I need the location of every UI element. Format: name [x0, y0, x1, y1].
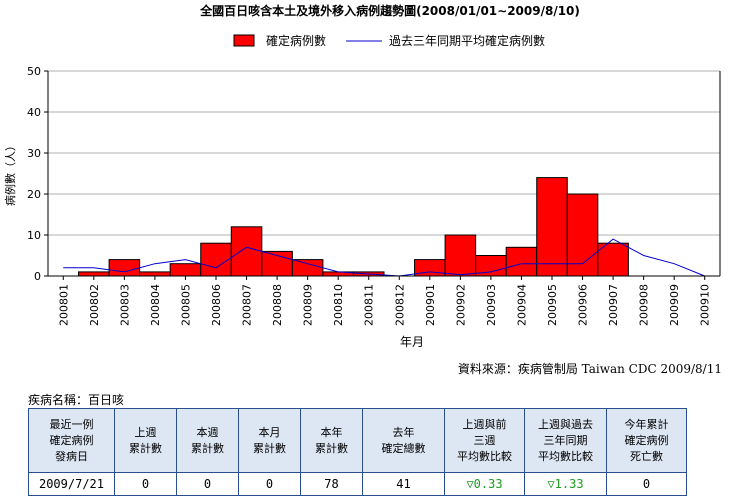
value-deaths-this-year: 0	[606, 472, 687, 496]
value-this-year-count: 78	[300, 472, 363, 496]
header-this-week-count: 本週 累計數	[176, 408, 239, 473]
x-tick-label: 200807	[241, 284, 254, 326]
axes	[47, 71, 721, 277]
header-latest-onset-date: 最近一例 確定病例 發病日	[28, 408, 115, 473]
x-tick-label: 200812	[393, 284, 406, 326]
x-tick-label: 200910	[699, 284, 712, 326]
x-tick-label: 200801	[57, 284, 70, 326]
bar	[230, 226, 263, 277]
x-tick-labels: 200801 200802 200803 200804 200805 200806 2008…	[57, 276, 712, 326]
header-deaths-this-year: 今年累計 確定病例 死亡數	[606, 408, 687, 473]
y-tick-label: 10	[27, 229, 41, 242]
y-tick-label: 20	[27, 188, 41, 201]
grid	[48, 70, 720, 236]
legend-bar-label: 確定病例數	[266, 33, 326, 48]
bar	[566, 193, 599, 277]
y-axis-label: 病例數（人）	[3, 140, 17, 206]
header-this-year-count: 本年 累計數	[300, 408, 363, 473]
bar	[139, 271, 171, 277]
y-tick-labels: 0 10 20 30 40 50	[27, 65, 48, 283]
header-this-month-count: 本月 累計數	[238, 408, 301, 473]
x-tick-label: 200810	[332, 284, 345, 326]
value-this-week-count: 0	[176, 472, 239, 496]
x-tick-label: 200804	[149, 284, 162, 326]
source-note: 資料來源：疾病管制局 Taiwan CDC 2009/8/11	[457, 362, 722, 376]
legend-line-label: 過去三年同期平均確定病例數	[389, 33, 545, 48]
line-path	[63, 238, 705, 277]
x-tick-label: 200809	[302, 284, 315, 326]
value-vs-past-three-years: ▽1.33	[524, 472, 607, 496]
value-last-week-count: 0	[114, 472, 177, 496]
bar	[444, 234, 477, 277]
x-tick-label: 200905	[546, 284, 559, 326]
header-last-year-total: 去年 確定總數	[362, 408, 445, 473]
x-tick-label: 200802	[88, 284, 101, 326]
chart: 全國百日咳含本土及境外移入病例趨勢圖(2008/01/01∼2009/8/10)…	[3, 3, 721, 349]
x-axis-label: 年月	[400, 335, 424, 349]
chart-title: 全國百日咳含本土及境外移入病例趨勢圖(2008/01/01∼2009/8/10)	[199, 3, 580, 18]
y-tick-label: 0	[34, 270, 41, 283]
bar	[291, 259, 324, 277]
y-tick-label: 50	[27, 65, 41, 78]
stats-table: 最近一例 確定病例 發病日 上週 累計數 本週 累計數 本月 累計數 本年 累計…	[28, 408, 687, 496]
header-vs-prior-three-weeks: 上週與前 三週 平均數比較	[444, 408, 525, 473]
bar	[536, 177, 568, 277]
x-tick-label: 200908	[638, 284, 651, 326]
value-last-year-total: 41	[362, 472, 445, 496]
x-tick-label: 200803	[118, 284, 131, 326]
line-series	[63, 238, 705, 277]
x-tick-label: 200806	[210, 284, 223, 326]
header-vs-past-three-years: 上週與過去 三年同期 平均數比較	[524, 408, 607, 473]
x-tick-label: 200902	[454, 284, 467, 326]
x-tick-label: 200906	[577, 284, 590, 326]
x-tick-label: 200907	[607, 284, 620, 326]
bar	[108, 259, 141, 277]
legend: 確定病例數 過去三年同期平均確定病例數	[233, 33, 545, 48]
header-last-week-count: 上週 累計數	[114, 408, 177, 473]
value-latest-onset-date: 2009/7/21	[28, 472, 115, 496]
y-tick-label: 30	[27, 147, 41, 160]
value-this-month-count: 0	[238, 472, 301, 496]
bar	[169, 263, 202, 277]
stats-value-row: 2009/7/21 0 0 0 78 41 ▽0.33 ▽1.33 0	[28, 472, 687, 496]
x-tick-label: 200909	[668, 284, 681, 326]
x-tick-label: 200901	[424, 284, 437, 326]
value-vs-prior-three-weeks: ▽0.33	[444, 472, 525, 496]
bar	[597, 242, 629, 277]
bar	[78, 271, 110, 277]
stats-header-row: 最近一例 確定病例 發病日 上週 累計數 本週 累計數 本月 累計數 本年 累計…	[28, 408, 687, 473]
disease-name: 疾病名稱：百日咳	[28, 393, 125, 407]
bar	[200, 242, 232, 277]
x-tick-label: 200808	[271, 284, 284, 326]
bar-series	[78, 177, 629, 277]
x-tick-label: 200811	[363, 284, 376, 326]
x-tick-label: 200805	[179, 284, 192, 326]
bar	[505, 246, 538, 277]
x-tick-label: 200904	[515, 284, 528, 326]
legend-bar-swatch	[233, 34, 255, 47]
y-tick-label: 40	[27, 106, 41, 119]
x-tick-label: 200903	[485, 284, 498, 326]
